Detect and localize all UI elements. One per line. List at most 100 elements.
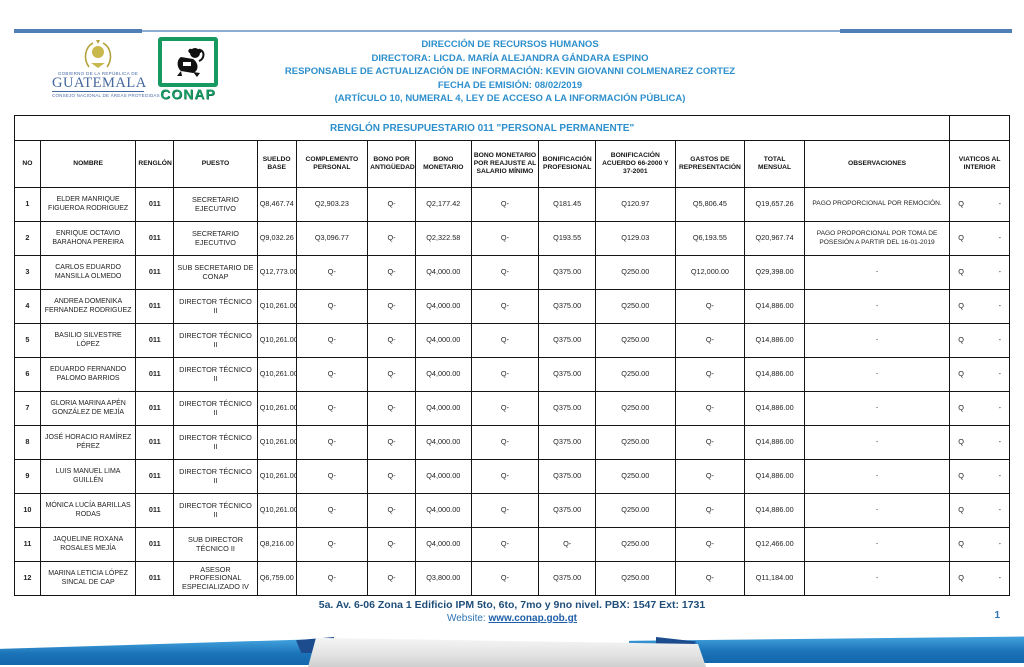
conap-logo-label: CONAP	[160, 86, 216, 102]
table-row: 8 JOSÉ HORACIO RAMÍREZ PÉREZ 011 DIRECTOR T…	[14, 425, 1010, 460]
table-row: 2 ENRIQUE OCTAVIO BARAHONA PEREIRA 011 SECR…	[14, 221, 1010, 256]
column-header-no: NO	[14, 140, 41, 188]
cell-total: Q14,886.00	[744, 459, 805, 494]
cell-nombre: GLORIA MARINA APÉN GONZÁLEZ DE MEJÍA	[39, 391, 137, 426]
cell-bonif_prof: Q375.00	[538, 255, 596, 290]
table-row: 4 ANDREA DOMENIKA FERNANDEZ RODRIGUEZ 011 D…	[14, 289, 1010, 324]
cell-renglon: 011	[135, 561, 175, 596]
column-header-gastos: GASTOS DE REPRESENTACIÓN	[674, 140, 746, 188]
cell-viaticos: Q-	[949, 323, 1010, 358]
cell-complemento: Q2,903.23	[295, 187, 369, 222]
top-divider-middle	[142, 30, 840, 32]
cell-gastos: Q-	[674, 391, 746, 426]
viaticos-value: -	[998, 369, 1001, 379]
cell-gastos: Q-	[674, 357, 746, 392]
table-header-row: NO NOMBRE RENGLÓN PUESTO SUELDO BASE COMPLEME…	[14, 140, 1010, 188]
cell-renglon: 011	[135, 255, 175, 290]
cell-gastos: Q5,806.45	[674, 187, 746, 222]
table-row: 6 EDUARDO FERNANDO PALOMO BARRIOS 011 DIREC…	[14, 357, 1010, 392]
column-header-bonif_acuerdo: BONIFICACIÓN ACUERDO 66-2000 Y 37-2001	[595, 140, 676, 188]
cell-antiguedad: Q-	[367, 493, 416, 528]
cell-total: Q19,657.26	[744, 187, 805, 222]
viaticos-currency: Q	[958, 539, 964, 549]
cell-renglon: 011	[135, 425, 175, 460]
cell-nombre: LUIS MANUEL LIMA GUILLÉN	[39, 459, 137, 494]
viaticos-value: -	[998, 437, 1001, 447]
cell-antiguedad: Q-	[367, 561, 416, 596]
cell-no: 3	[14, 255, 41, 290]
cell-sueldo: Q10,261.00	[256, 391, 297, 426]
cell-sueldo: Q10,261.00	[256, 357, 297, 392]
cell-puesto: DIRECTOR TÉCNICO II	[173, 289, 258, 324]
cell-complemento: Q-	[295, 527, 369, 562]
column-header-viaticos: VIATICOS AL INTERIOR	[949, 140, 1010, 188]
cell-renglon: 011	[135, 187, 175, 222]
cell-viaticos: Q-	[949, 459, 1010, 494]
cell-gastos: Q12,000.00	[674, 255, 746, 290]
cell-complemento: Q-	[295, 459, 369, 494]
cell-observaciones: -	[803, 459, 951, 494]
cell-reajuste: Q-	[470, 459, 540, 494]
viaticos-value: -	[998, 301, 1001, 311]
cell-complemento: Q-	[295, 357, 369, 392]
cell-reajuste: Q-	[470, 425, 540, 460]
viaticos-currency: Q	[958, 369, 964, 379]
cell-puesto: DIRECTOR TÉCNICO II	[173, 459, 258, 494]
cell-puesto: SUB SECRETARIO DE CONAP	[173, 255, 258, 290]
cell-viaticos: Q-	[949, 527, 1010, 562]
logo-group: GOBIERNO DE LA REPÚBLICA DE GUATEMALA CO…	[52, 37, 220, 102]
cell-bonif_prof: Q181.45	[538, 187, 596, 222]
cell-total: Q12,466.00	[744, 527, 805, 562]
header-line-direccion: DIRECCIÓN DE RECURSOS HUMANOS	[421, 39, 599, 50]
cell-no: 10	[14, 493, 41, 528]
cell-nombre: JOSÉ HORACIO RAMÍREZ PÉREZ	[39, 425, 137, 460]
viaticos-value: -	[998, 505, 1001, 515]
cell-renglon: 011	[135, 323, 175, 358]
website-label: Website:	[446, 613, 486, 624]
cell-bonif_prof: Q375.00	[538, 357, 596, 392]
website-link[interactable]: www.conap.gob.gt	[488, 613, 578, 624]
cell-no: 8	[14, 425, 41, 460]
cell-bonif_prof: Q375.00	[538, 323, 596, 358]
cell-reajuste: Q-	[470, 493, 540, 528]
cell-bonif_acuerdo: Q250.00	[595, 357, 676, 392]
footer-website: Website: www.conap.gob.gt	[0, 613, 1024, 624]
cell-total: Q14,886.00	[744, 425, 805, 460]
cell-observaciones: -	[803, 255, 951, 290]
cell-observaciones: -	[803, 425, 951, 460]
viaticos-currency: Q	[958, 573, 964, 583]
viaticos-value: -	[998, 403, 1001, 413]
viaticos-currency: Q	[958, 267, 964, 277]
cell-nombre: ELDER MANRIQUE FIGUEROA RODRIGUEZ	[39, 187, 137, 222]
cell-viaticos: Q-	[949, 357, 1010, 392]
column-header-bono: BONO MONETARIO	[414, 140, 472, 188]
cell-bonif_acuerdo: Q250.00	[595, 255, 676, 290]
cell-reajuste: Q-	[470, 391, 540, 426]
cell-reajuste: Q-	[470, 221, 540, 256]
table-row: 7 GLORIA MARINA APÉN GONZÁLEZ DE MEJÍA 011…	[14, 391, 1010, 426]
cell-bono: Q4,000.00	[414, 323, 472, 358]
cell-no: 11	[14, 527, 41, 562]
column-header-total: TOTAL MENSUAL	[744, 140, 805, 188]
cell-renglon: 011	[135, 391, 175, 426]
viaticos-currency: Q	[958, 437, 964, 447]
cell-bonif_acuerdo: Q129.03	[595, 221, 676, 256]
column-header-observaciones: OBSERVACIONES	[803, 140, 951, 188]
cell-bono: Q3,800.00	[414, 561, 472, 596]
cell-bonif_acuerdo: Q250.00	[595, 425, 676, 460]
cell-complemento: Q-	[295, 289, 369, 324]
bottom-ribbon	[0, 633, 1024, 667]
cell-total: Q14,886.00	[744, 323, 805, 358]
cell-reajuste: Q-	[470, 561, 540, 596]
cell-bonif_acuerdo: Q250.00	[595, 493, 676, 528]
column-header-sueldo: SUELDO BASE	[256, 140, 297, 188]
cell-viaticos: Q-	[949, 221, 1010, 256]
top-divider-left	[14, 29, 142, 33]
viaticos-value: -	[998, 539, 1001, 549]
viaticos-currency: Q	[958, 233, 964, 243]
cell-puesto: SECRETARIO EJECUTIVO	[173, 187, 258, 222]
header-line-articulo: (ARTÍCULO 10, NUMERAL 4, LEY DE ACCESO A…	[334, 93, 686, 105]
cell-total: Q14,886.00	[744, 391, 805, 426]
cell-complemento: Q-	[295, 493, 369, 528]
